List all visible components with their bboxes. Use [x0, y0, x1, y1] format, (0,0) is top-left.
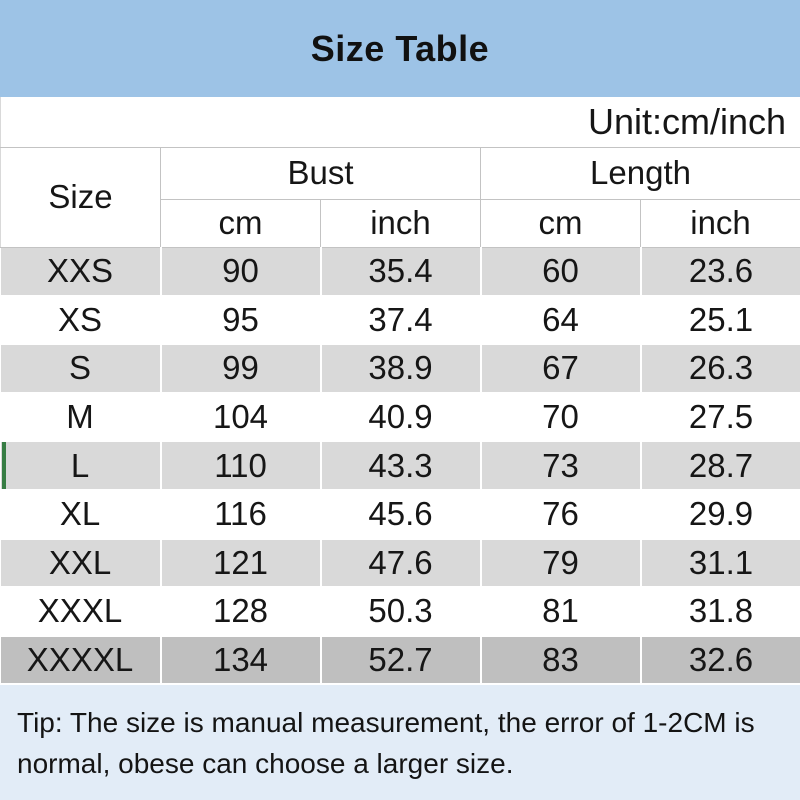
tip-text-line2: normal, obese can choose a larger size. — [17, 748, 514, 780]
unit-label: Unit:cm/inch — [0, 97, 800, 148]
length-inch-cell: 27.5 — [639, 392, 800, 443]
length-cm-cell: 70 — [479, 392, 641, 443]
size-cell: M — [0, 392, 161, 443]
length-cm-cell: 64 — [479, 295, 641, 346]
length-inch-cell: 26.3 — [639, 344, 800, 394]
bust-cm-cell: 95 — [159, 295, 321, 346]
size-cell: XXS — [0, 247, 161, 297]
size-table: Unit:cm/inch Size Bust Length cm inch cm… — [0, 97, 800, 686]
bust-cm-cell: 134 — [159, 635, 321, 686]
bust-cm-cell: 121 — [159, 538, 321, 589]
table-row: XXL 121 47.6 79 31.1 — [0, 538, 800, 589]
column-header-length: Length — [479, 147, 800, 200]
unit-row: Unit:cm/inch — [0, 97, 800, 148]
size-cell: XL — [0, 489, 161, 540]
length-inch-cell: 28.7 — [639, 441, 800, 491]
page-title: Size Table — [310, 27, 490, 69]
table-row: XS 95 37.4 64 25.1 — [0, 295, 800, 346]
sub-header-length-cm: cm — [480, 199, 641, 248]
sub-header-row: cm inch cm inch — [1, 199, 800, 248]
title-banner: Size Table — [0, 0, 800, 97]
length-cm-cell: 76 — [479, 489, 641, 540]
bust-inch-cell: 43.3 — [319, 441, 481, 491]
bust-inch-cell: 37.4 — [319, 295, 481, 346]
length-inch-cell: 32.6 — [639, 635, 800, 686]
length-inch-cell: 25.1 — [639, 295, 800, 346]
table-row: S 99 38.9 67 26.3 — [0, 344, 800, 394]
length-inch-cell: 23.6 — [639, 247, 800, 297]
length-inch-cell: 29.9 — [639, 489, 800, 540]
column-header-size: Size — [0, 147, 161, 248]
table-row: M 104 40.9 70 27.5 — [0, 392, 800, 443]
size-cell: XXXXL — [0, 635, 161, 686]
bust-cm-cell: 110 — [159, 441, 321, 491]
table-row: XXXL 128 50.3 81 31.8 — [0, 587, 800, 637]
bust-cm-cell: 104 — [159, 392, 321, 443]
length-cm-cell: 79 — [479, 538, 641, 589]
sub-header-bust-inch: inch — [320, 199, 481, 248]
table-row-marked: L 110 43.3 73 28.7 — [0, 441, 800, 491]
table-row: XXXXL 134 52.7 83 32.6 — [0, 635, 800, 686]
bust-inch-cell: 45.6 — [319, 489, 481, 540]
column-header-bust: Bust — [160, 147, 481, 200]
bust-inch-cell: 52.7 — [319, 635, 481, 686]
length-cm-cell: 81 — [479, 587, 641, 637]
bust-inch-cell: 50.3 — [319, 587, 481, 637]
size-cell: S — [0, 344, 161, 394]
length-cm-cell: 60 — [479, 247, 641, 297]
bust-inch-cell: 35.4 — [319, 247, 481, 297]
length-cm-cell: 73 — [479, 441, 641, 491]
length-inch-cell: 31.8 — [639, 587, 800, 637]
table-row: XL 116 45.6 76 29.9 — [0, 489, 800, 540]
bust-inch-cell: 40.9 — [319, 392, 481, 443]
length-cm-cell: 67 — [479, 344, 641, 394]
size-cell: L — [0, 441, 161, 491]
bust-cm-cell: 90 — [159, 247, 321, 297]
group-header-row: Size Bust Length — [0, 147, 800, 248]
sub-header-length-inch: inch — [639, 199, 800, 248]
sub-header-bust-cm: cm — [160, 199, 321, 248]
tip-text-line1: Tip: The size is manual measurement, the… — [17, 707, 755, 739]
length-inch-cell: 31.1 — [639, 538, 800, 589]
size-cell: XXL — [0, 538, 161, 589]
size-cell: XS — [0, 295, 161, 346]
table-row: XXS 90 35.4 60 23.6 — [0, 247, 800, 297]
bust-inch-cell: 38.9 — [319, 344, 481, 394]
size-cell: XXXL — [0, 587, 161, 637]
bust-cm-cell: 128 — [159, 587, 321, 637]
tip-footer: Tip: The size is manual measurement, the… — [0, 685, 800, 800]
bust-cm-cell: 99 — [159, 344, 321, 394]
length-cm-cell: 83 — [479, 635, 641, 686]
bust-cm-cell: 116 — [159, 489, 321, 540]
bust-inch-cell: 47.6 — [319, 538, 481, 589]
